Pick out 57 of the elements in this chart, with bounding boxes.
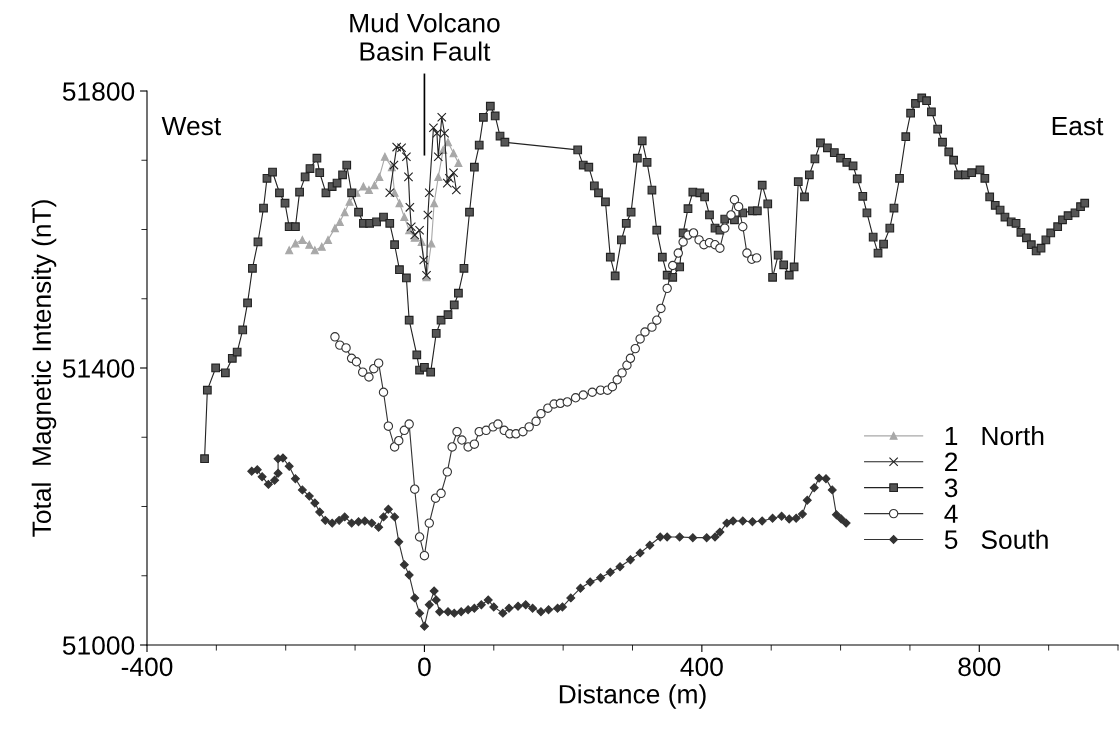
- point: [298, 235, 307, 244]
- point: [434, 172, 443, 181]
- point: [364, 186, 373, 195]
- point: [345, 197, 354, 206]
- point: [375, 172, 384, 181]
- point: [305, 240, 314, 249]
- point: [335, 217, 344, 226]
- y-axis-title: Total Magnetic Intensity (nT): [31, 200, 57, 537]
- point: [442, 178, 453, 188]
- legend-label: 5 South: [944, 529, 1048, 550]
- annotation: West: [161, 116, 222, 136]
- point: [317, 242, 326, 251]
- point: [419, 255, 429, 265]
- ref-line-label: Mud Volcano Basin Fault: [350, 13, 500, 61]
- point: [454, 158, 463, 168]
- point: [433, 152, 444, 162]
- annotation: East: [1052, 116, 1104, 136]
- point: [405, 202, 415, 213]
- point: [359, 182, 368, 191]
- y-tick-label: 51800: [62, 82, 135, 101]
- point: [427, 239, 436, 248]
- x-tick-label: 800: [958, 657, 1001, 677]
- x-tick-label: -400: [121, 657, 173, 677]
- point: [448, 167, 459, 178]
- point: [323, 235, 333, 244]
- point: [400, 213, 409, 222]
- point: [370, 181, 379, 190]
- x-tick-label: 400: [680, 657, 723, 677]
- point: [340, 208, 349, 217]
- point: [396, 143, 407, 153]
- point: [424, 188, 435, 198]
- point: [285, 246, 294, 255]
- point: [437, 112, 447, 123]
- point: [395, 199, 404, 208]
- point: [401, 152, 412, 162]
- point: [414, 225, 425, 235]
- point: [444, 173, 455, 183]
- legend-label: 3: [944, 478, 958, 498]
- x-axis-title: Distance (m): [559, 684, 706, 709]
- point: [451, 185, 462, 195]
- point: [428, 122, 439, 133]
- point: [310, 246, 319, 255]
- legend-label: 4: [944, 504, 958, 523]
- y-tick-label: 51000: [62, 636, 135, 655]
- point: [330, 224, 339, 233]
- y-tick-label: 51400: [62, 359, 135, 378]
- point: [291, 239, 300, 248]
- point: [391, 142, 402, 152]
- point: [380, 152, 389, 161]
- legend-label: 2: [945, 452, 958, 471]
- point: [423, 210, 433, 220]
- x-tick-label: 0: [418, 657, 431, 677]
- point: [430, 199, 439, 208]
- point: [403, 172, 414, 182]
- point: [385, 188, 395, 198]
- point: [390, 188, 399, 197]
- legend-label: 1 North: [945, 425, 1044, 446]
